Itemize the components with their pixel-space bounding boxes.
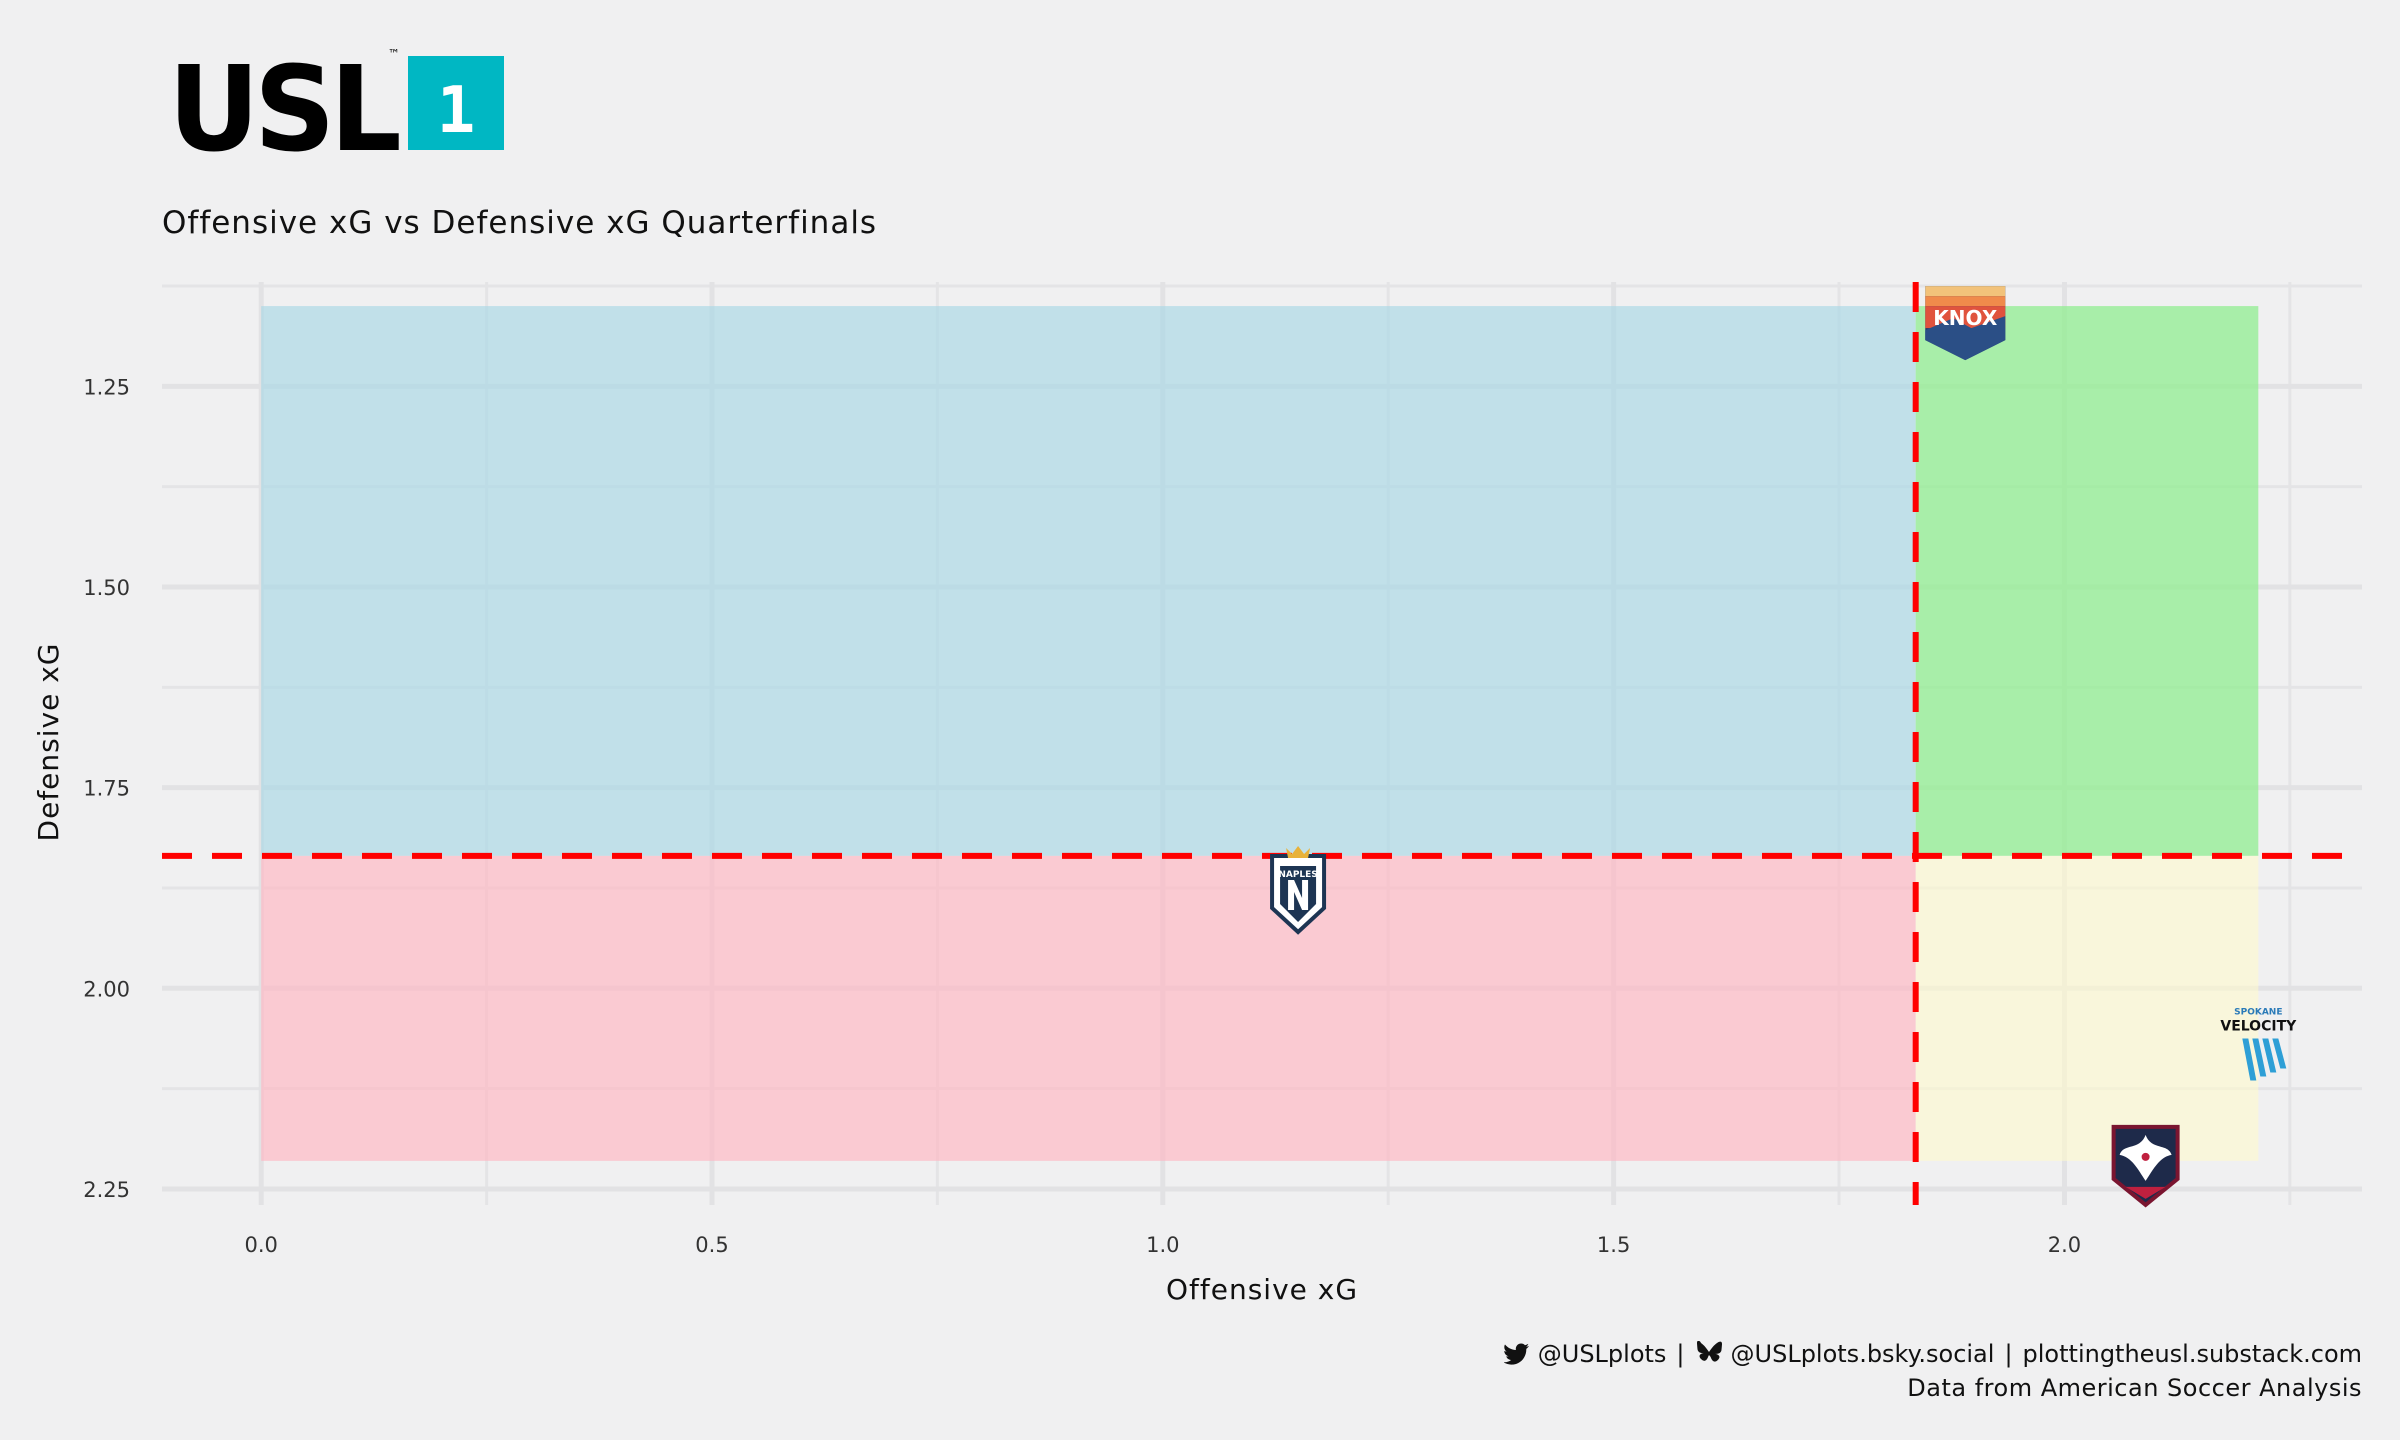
bluesky-handle[interactable]: @USLplots.bsky.social	[1730, 1340, 1995, 1368]
y-tick-label: 1.50	[83, 576, 130, 600]
y-tick-label: 1.75	[83, 777, 130, 801]
crest-text: KNOX	[1933, 306, 1998, 330]
footer-separator: |	[1676, 1340, 1685, 1368]
crest-band	[1925, 296, 2006, 307]
quadrant-top-left	[261, 306, 1916, 856]
crest-mountains	[1925, 316, 2006, 361]
knoxville-crest-icon: KNOX	[1925, 286, 2006, 361]
twitter-bird-icon	[1503, 1343, 1529, 1365]
crest-subtext: SPOKANE	[2234, 1007, 2282, 1017]
y-tick-label: 2.00	[83, 977, 130, 1001]
x-tick-label: 1.0	[1146, 1233, 1179, 1257]
logo-text: USL	[168, 40, 399, 160]
usl-one-logo: USL ™ 1	[168, 40, 504, 160]
quadrant-regions	[261, 306, 2259, 1161]
logo-badge-number: 1	[437, 74, 476, 148]
crest-stripe	[2242, 1038, 2257, 1081]
crest-text: VELOCITY	[2220, 1018, 2297, 1034]
data-source-note: Data from American Soccer Analysis	[1907, 1374, 2362, 1402]
chart-title: Offensive xG vs Defensive xG Quarterfina…	[162, 205, 878, 241]
crest-dot	[2141, 1152, 2150, 1161]
crest-letter	[1288, 879, 1309, 910]
crest-band	[1925, 286, 2006, 297]
x-tick-label: 0.0	[244, 1233, 277, 1257]
y-tick-label: 1.25	[83, 375, 130, 399]
footer-separator-2: |	[2004, 1340, 2013, 1368]
logo-badge	[408, 56, 504, 150]
crest-stripe	[2252, 1038, 2267, 1077]
y-tick-label: 2.25	[83, 1178, 130, 1202]
crest-text: NAPLES	[1278, 870, 1317, 880]
bluesky-butterfly-icon	[1696, 1341, 1722, 1362]
quadrant-bottom-left	[261, 855, 1916, 1161]
y-axis-label: Defensive xG	[32, 643, 65, 842]
reference-lines	[162, 282, 2362, 1205]
naples-crest-icon: NAPLES	[1270, 845, 1327, 935]
scatter-plot: 0.0 0.5 1.0 1.5 2.0 1.25 1.50 1.75 2.00 2.25 KNOX…	[32, 282, 2362, 1306]
x-tick-label: 2.0	[2048, 1233, 2081, 1257]
x-tick-label: 0.5	[695, 1233, 728, 1257]
website-link[interactable]: plottingtheusl.substack.com	[2022, 1340, 2362, 1368]
tormenta-crest-icon	[2111, 1124, 2180, 1208]
x-axis-label: Offensive xG	[1166, 1273, 1358, 1306]
crest-crown	[1286, 845, 1311, 858]
footer-credits: @USLplots | @USLplots.bsky.social | plottin…	[1503, 1340, 2362, 1368]
crest-stripe	[2272, 1038, 2287, 1069]
crest-stripe	[2262, 1038, 2277, 1073]
x-tick-label: 1.5	[1597, 1233, 1630, 1257]
logo-trademark: ™	[388, 47, 400, 61]
axis-ticks: 0.0 0.5 1.0 1.5 2.0 1.25 1.50 1.75 2.00 2.25	[83, 375, 2081, 1257]
twitter-handle[interactable]: @USLplots	[1537, 1340, 1667, 1368]
crest-base	[2125, 1186, 2166, 1199]
quadrant-top-right	[1915, 306, 2259, 856]
quadrant-bottom-right	[1915, 855, 2259, 1161]
